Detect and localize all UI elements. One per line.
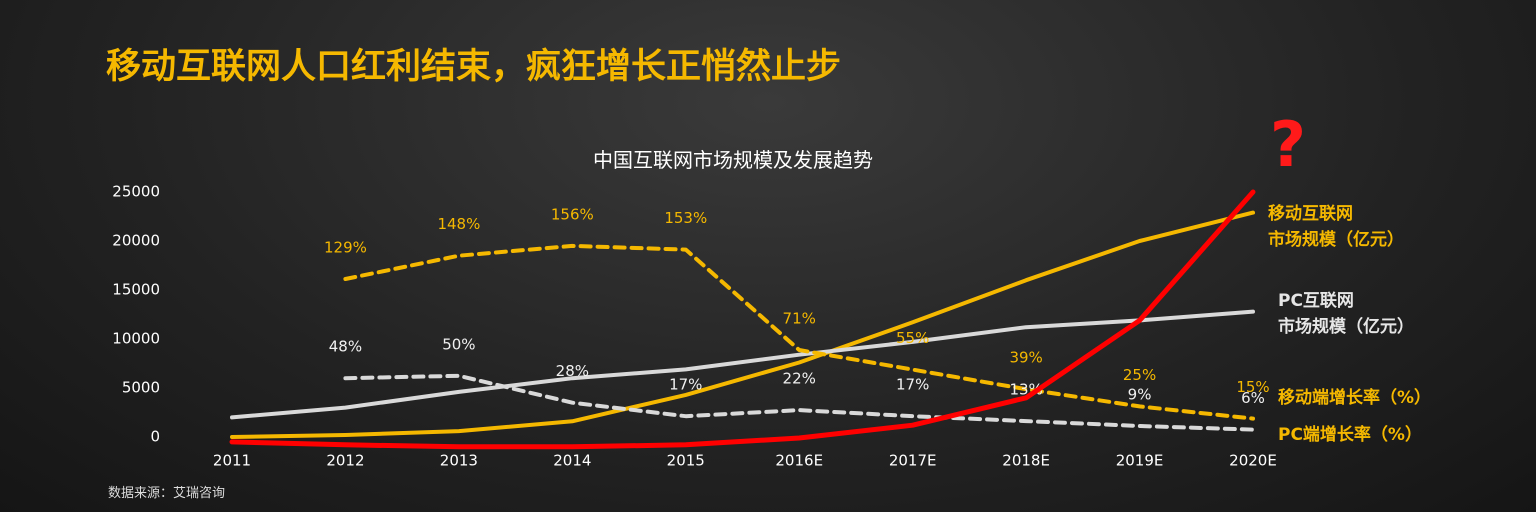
x-tick-label: 2018E bbox=[1002, 452, 1050, 470]
y-tick-label: 0 bbox=[150, 428, 160, 446]
data-label: 28% bbox=[556, 362, 589, 380]
data-label: 17% bbox=[896, 376, 929, 394]
x-tick-label: 2015 bbox=[667, 452, 705, 470]
series-label: PC互联网 市场规模（亿元） bbox=[1278, 291, 1414, 337]
x-tick-label: 2013 bbox=[440, 452, 478, 470]
data-label: 15% bbox=[1236, 378, 1269, 396]
y-tick-label: 20000 bbox=[112, 232, 160, 250]
data-label: 129% bbox=[324, 238, 367, 256]
series-label: 移动互联网 市场规模（亿元） bbox=[1268, 204, 1404, 250]
x-tick-label: 2017E bbox=[889, 452, 937, 470]
y-tick-label: 25000 bbox=[112, 183, 160, 201]
data-label: 156% bbox=[551, 205, 594, 223]
series-line bbox=[230, 210, 1255, 439]
data-label: 71% bbox=[783, 310, 816, 328]
series-line bbox=[230, 309, 1255, 420]
data-label: 50% bbox=[442, 335, 475, 353]
x-tick-label: 2014 bbox=[553, 452, 591, 470]
series-label: PC端增长率（%） bbox=[1278, 425, 1422, 445]
data-label: 17% bbox=[669, 376, 702, 394]
x-tick-label: 2016E bbox=[775, 452, 823, 470]
data-label: 48% bbox=[329, 338, 362, 356]
x-tick-label: 2020E bbox=[1229, 452, 1277, 470]
data-label: 6% bbox=[1241, 389, 1265, 407]
x-tick-label: 2011 bbox=[213, 452, 251, 470]
series-line bbox=[229, 189, 1256, 450]
series-label: 移动端增长率（%） bbox=[1278, 388, 1432, 408]
y-tick-label: 5000 bbox=[122, 379, 160, 397]
data-label: 39% bbox=[1009, 349, 1042, 367]
data-label: 25% bbox=[1123, 366, 1156, 384]
series-line bbox=[343, 243, 1255, 421]
slide-title: 移动互联网人口红利结束，疯狂增长正悄然止步 bbox=[106, 47, 842, 87]
y-tick-label: 10000 bbox=[112, 330, 160, 348]
series-line bbox=[343, 373, 1255, 432]
annotation: ? bbox=[1270, 108, 1306, 181]
data-label: 55% bbox=[896, 329, 929, 347]
y-tick-label: 15000 bbox=[112, 281, 160, 299]
data-label: 9% bbox=[1128, 385, 1152, 403]
x-tick-label: 2012 bbox=[326, 452, 364, 470]
data-label: 153% bbox=[664, 209, 707, 227]
x-tick-label: 2019E bbox=[1116, 452, 1164, 470]
chart-title: 中国互联网市场规模及发展趋势 bbox=[593, 148, 873, 172]
data-label: 22% bbox=[783, 370, 816, 388]
source: 数据来源：艾瑞咨询 bbox=[108, 486, 226, 501]
data-label: 148% bbox=[437, 215, 480, 233]
